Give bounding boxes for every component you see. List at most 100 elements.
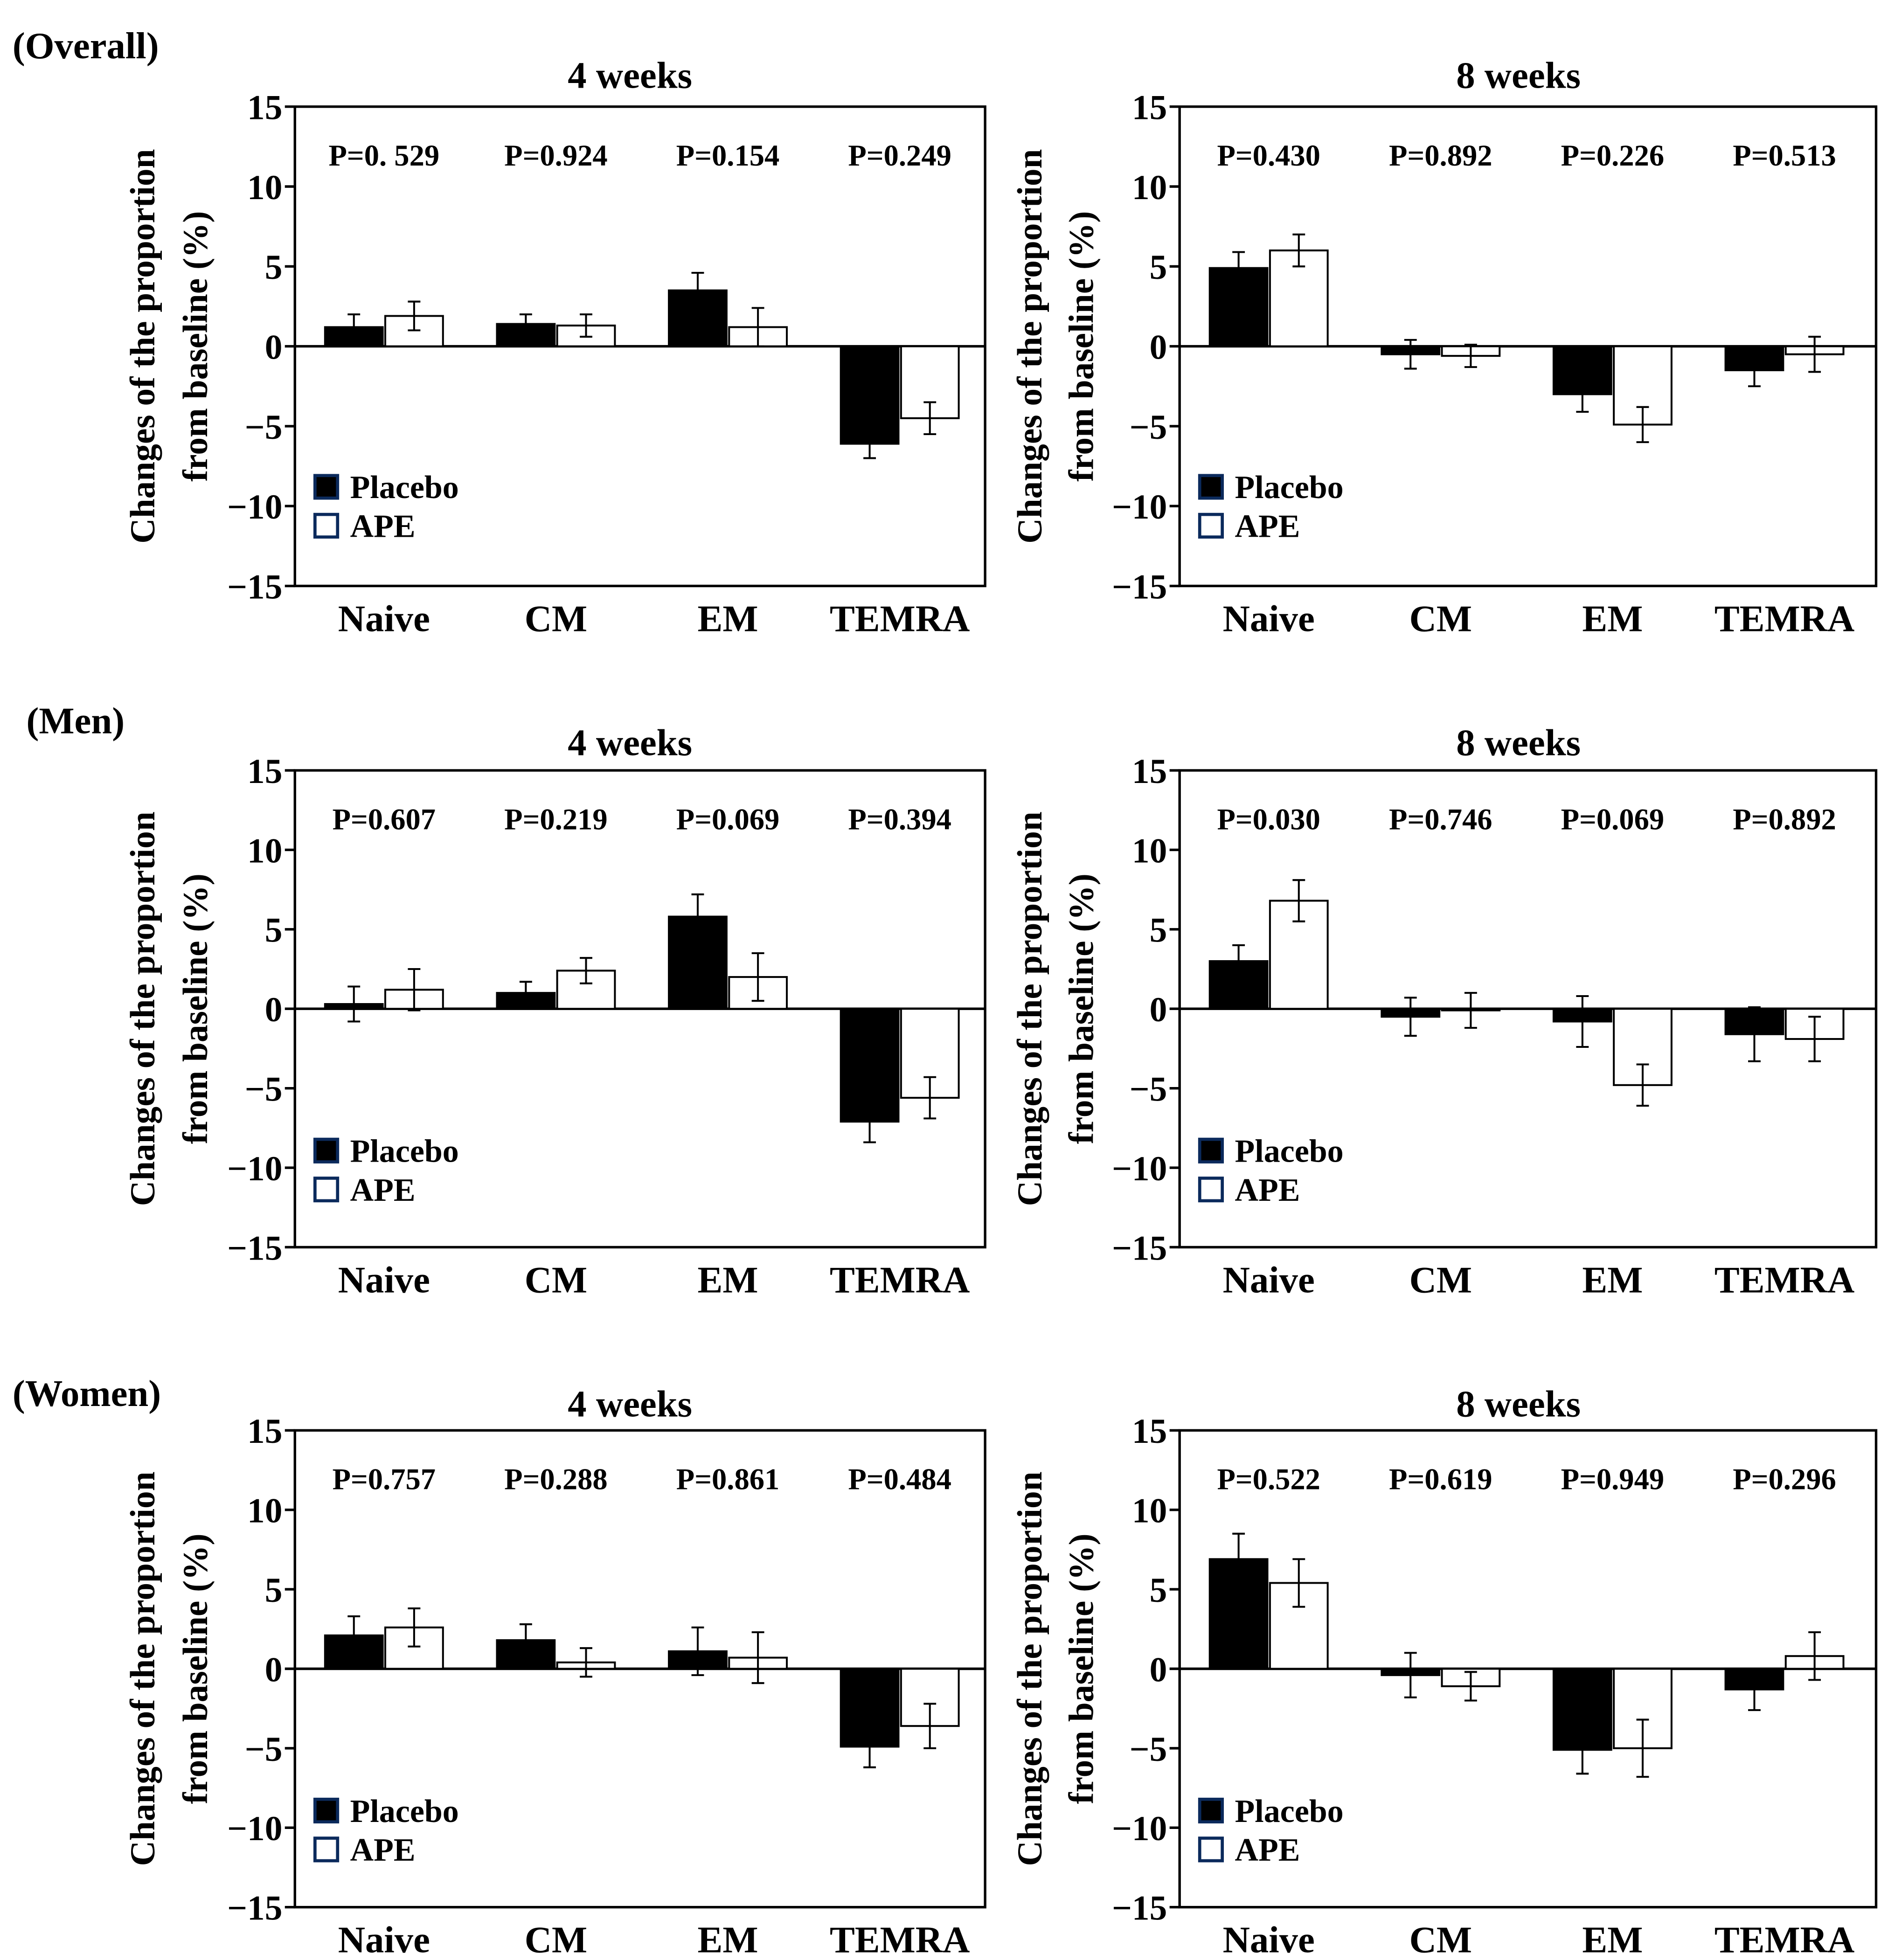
p-value-label: P=0.394 — [848, 802, 951, 836]
y-tick-label: −5 — [245, 408, 283, 447]
y-axis-label-line2: from baseline (%) — [176, 1533, 215, 1804]
y-axis-label-line2: from baseline (%) — [1062, 1533, 1101, 1804]
legend-label-placebo: Placebo — [350, 1794, 459, 1829]
chart-title: 4 weeks — [568, 55, 692, 96]
y-axis-label-line1: Changes of the proportion — [124, 1471, 162, 1866]
p-value-label: P=0.861 — [676, 1462, 780, 1496]
y-tick-label: −15 — [227, 568, 282, 606]
y-tick-label: −5 — [245, 1730, 283, 1769]
y-tick-label: −15 — [227, 1229, 282, 1267]
y-tick-label: −10 — [227, 1809, 282, 1848]
y-tick-label: 15 — [1132, 89, 1167, 127]
y-axis-label-line1: Changes of the proportion — [1011, 811, 1049, 1206]
legend-swatch-ape — [1198, 1177, 1224, 1203]
legend-label-placebo: Placebo — [350, 1133, 459, 1169]
x-tick-label: TEMRA — [830, 598, 970, 639]
x-tick-label: CM — [525, 1919, 587, 1960]
y-tick-label: 10 — [1132, 1492, 1167, 1531]
y-tick-label: 0 — [265, 990, 283, 1029]
ape-bar — [900, 1668, 960, 1727]
y-tick-label: −5 — [245, 1070, 283, 1109]
y-tick-label: 5 — [1150, 248, 1167, 287]
y-tick-label: −15 — [1112, 568, 1167, 606]
y-tick-label: 5 — [265, 911, 283, 950]
chart-panel-6: 8 weeks 15 10 5 0 −5 −10 −15 Changes of the prop… — [1011, 1384, 1878, 1960]
y-tick-label: −15 — [1112, 1229, 1167, 1267]
y-tick-label: −15 — [1112, 1889, 1167, 1928]
x-tick-label: EM — [698, 1919, 758, 1960]
legend-swatch-ape — [1198, 513, 1224, 539]
group-label: (Women) — [13, 1373, 161, 1414]
x-tick-label: TEMRA — [830, 1919, 970, 1960]
y-tick-label: −5 — [1130, 1730, 1167, 1769]
x-tick-label: CM — [525, 1259, 587, 1301]
legend-swatch-ape — [313, 513, 340, 539]
p-value-label: P=0.949 — [1561, 1462, 1665, 1496]
y-tick-label: 15 — [1132, 1412, 1167, 1451]
chart-panel-5: (Women) 4 weeks 15 10 5 0 −5 −10 −15 Changes of t… — [13, 1373, 986, 1960]
p-value-label: P=0.226 — [1561, 139, 1665, 172]
chart-title: 8 weeks — [1456, 55, 1581, 96]
x-tick-label: CM — [1409, 1919, 1472, 1960]
chart-panel-4: 8 weeks 15 10 5 0 −5 −10 −15 Changes of the prop… — [1011, 722, 1878, 1301]
y-tick-label: 0 — [1150, 1650, 1167, 1689]
chart-panel-2: 8 weeks 15 10 5 0 −5 −10 −15 Changes of the prop… — [1011, 55, 1878, 639]
y-tick-label: −15 — [227, 1889, 282, 1928]
y-axis-label-line2: from baseline (%) — [176, 873, 215, 1144]
y-tick-label: 10 — [247, 168, 282, 207]
y-tick-label: 5 — [265, 1571, 283, 1610]
x-tick-label: EM — [698, 598, 758, 639]
y-axis-label-line1: Changes of the proportion — [1011, 1471, 1049, 1866]
legend-label-ape: APE — [1235, 1172, 1300, 1208]
y-tick-label: 10 — [247, 831, 282, 870]
p-value-label: P=0.513 — [1733, 139, 1836, 172]
legend-label-ape: APE — [350, 1172, 416, 1208]
y-tick-label: 5 — [1150, 1571, 1167, 1610]
y-tick-label: −10 — [227, 488, 282, 526]
p-value-label: P=0.430 — [1217, 139, 1320, 172]
p-value-label: P=0.249 — [848, 139, 951, 172]
y-tick-label: 0 — [1150, 328, 1167, 367]
y-tick-label: 10 — [247, 1492, 282, 1531]
y-axis-label-line2: from baseline (%) — [1062, 211, 1101, 481]
group-label: (Men) — [27, 700, 125, 742]
y-tick-label: 5 — [265, 248, 283, 287]
y-tick-label: −5 — [1130, 408, 1167, 447]
y-tick-label: −10 — [227, 1150, 282, 1188]
legend-label-ape: APE — [350, 509, 416, 545]
legend-label-ape: APE — [350, 1832, 416, 1868]
p-value-label: P=0.484 — [848, 1462, 951, 1496]
legend-label-placebo: Placebo — [1235, 470, 1344, 506]
p-value-label: P=0.619 — [1389, 1462, 1492, 1496]
y-tick-label: 15 — [247, 89, 282, 127]
y-tick-label: 15 — [247, 1412, 282, 1451]
x-tick-label: Naive — [1223, 1919, 1315, 1960]
y-axis-label-line1: Changes of the proportion — [124, 149, 162, 544]
x-tick-label: EM — [1582, 1919, 1643, 1960]
p-value-label: P=0.069 — [1561, 802, 1665, 836]
y-tick-label: −10 — [1112, 488, 1167, 526]
x-tick-label: EM — [698, 1259, 758, 1301]
x-tick-label: EM — [1582, 1259, 1643, 1301]
legend-swatch-placebo — [313, 1797, 340, 1824]
p-value-label: P=0.757 — [333, 1462, 436, 1496]
y-tick-label: 15 — [1132, 752, 1167, 791]
y-axis-label-line1: Changes of the proportion — [124, 811, 162, 1206]
y-tick-label: −5 — [1130, 1070, 1167, 1109]
chart-panel-1: (Overall) 4 weeks 15 10 5 0 −5 −10 −15 Changes of… — [13, 25, 986, 639]
y-tick-label: 0 — [265, 328, 283, 367]
p-value-label: P=0.288 — [504, 1462, 608, 1496]
placebo-bar — [324, 326, 384, 347]
legend-swatch-placebo — [1198, 1797, 1224, 1824]
chart-title: 4 weeks — [568, 722, 692, 764]
group-label: (Overall) — [13, 25, 159, 67]
y-tick-label: 15 — [247, 752, 282, 791]
y-axis-label-line2: from baseline (%) — [176, 211, 215, 481]
x-tick-label: TEMRA — [1714, 598, 1854, 639]
chart-title: 8 weeks — [1456, 1384, 1581, 1425]
x-tick-label: Naive — [338, 598, 430, 639]
y-tick-label: 0 — [1150, 990, 1167, 1029]
chart-title: 8 weeks — [1456, 722, 1581, 764]
p-value-label: P=0.154 — [676, 139, 780, 172]
